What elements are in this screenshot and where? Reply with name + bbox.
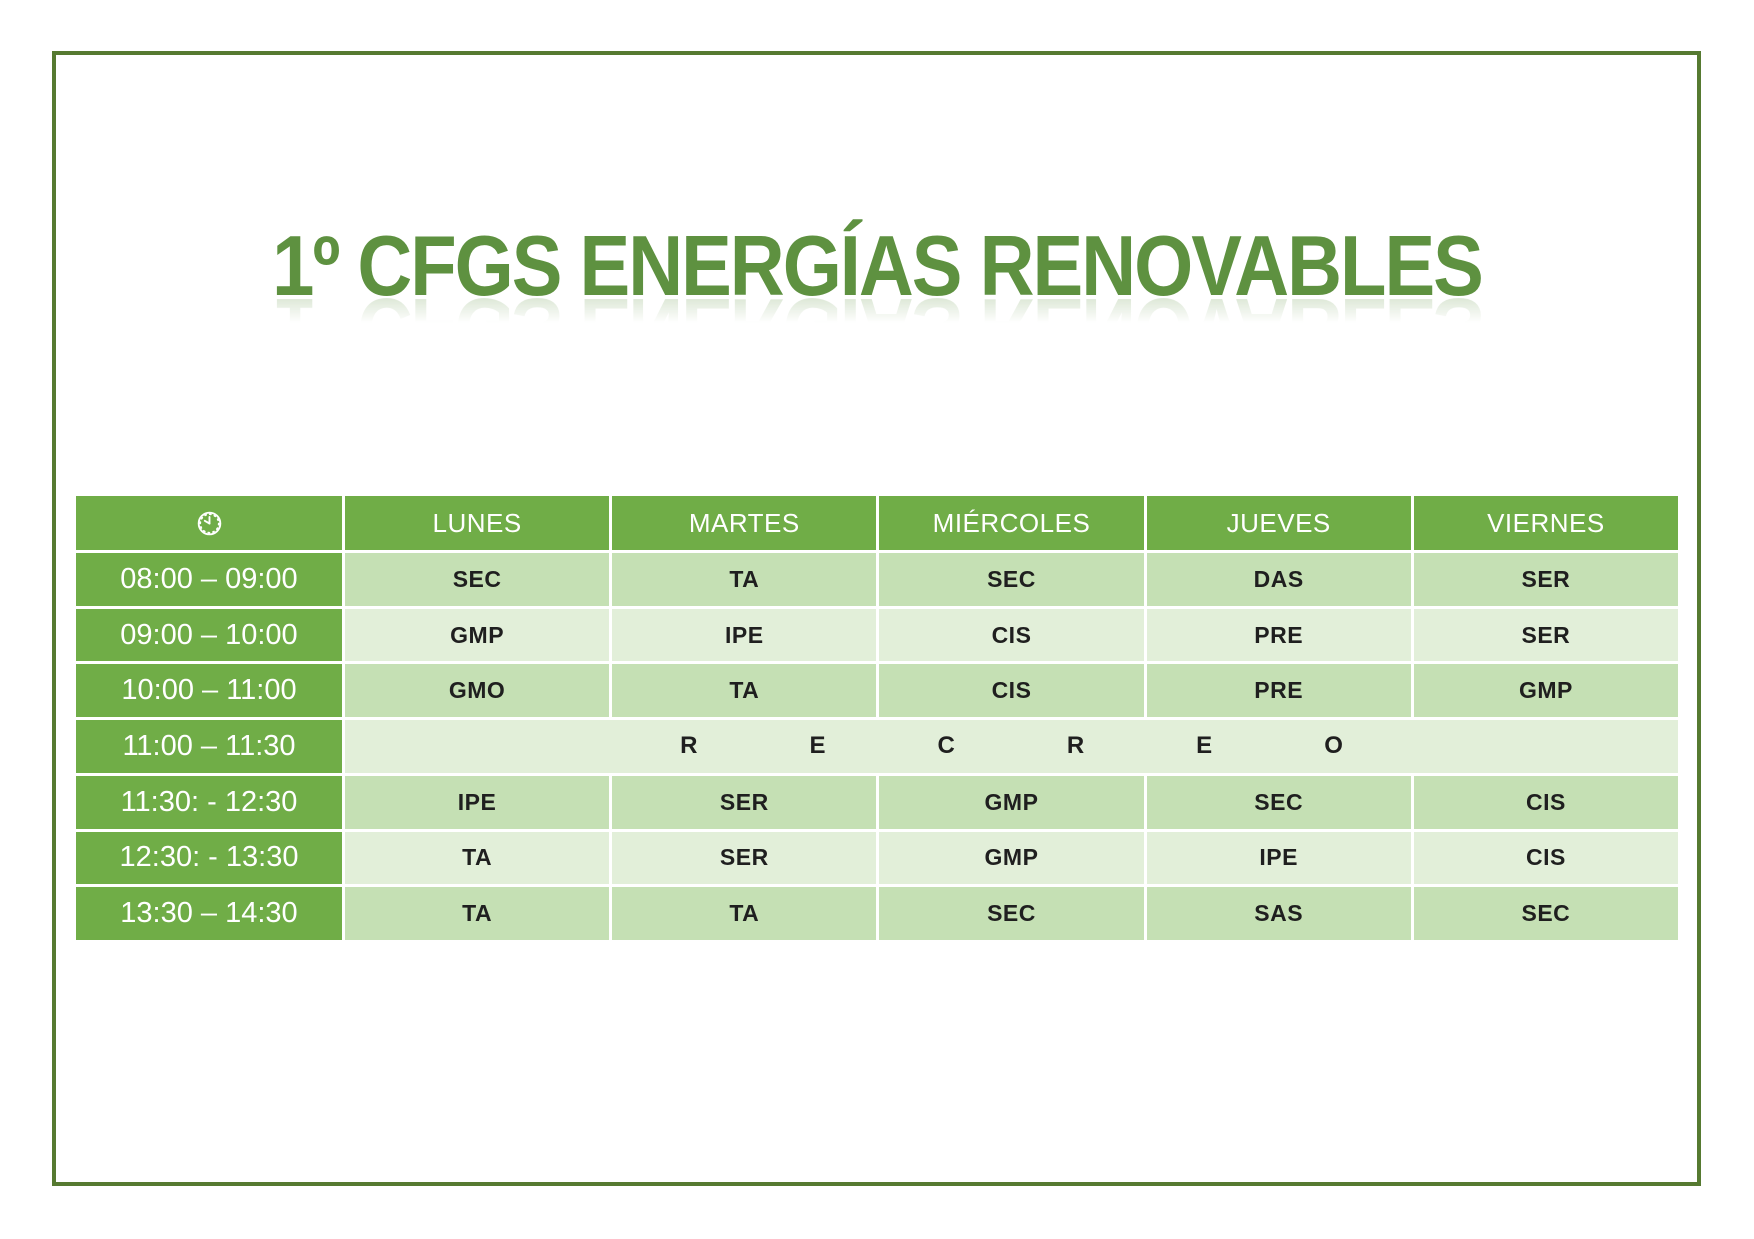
schedule-cell: SEC xyxy=(345,553,610,606)
schedule-cell: IPE xyxy=(345,775,610,829)
schedule-cell: IPE xyxy=(612,608,877,662)
schedule-cell: SER xyxy=(1413,553,1678,606)
recreo-letter: R xyxy=(1066,732,1085,760)
time-cell: 11:30: - 12:30 xyxy=(76,775,342,829)
schedule-table: LUNES MARTES MIÉRCOLES JUEVES VIERNES 08:00 –… xyxy=(76,496,1678,940)
schedule-cell: CIS xyxy=(879,664,1144,718)
schedule-cell: SEC xyxy=(879,887,1144,940)
time-cell: 09:00 – 10:00 xyxy=(76,608,342,662)
day-header: VIERNES xyxy=(1413,496,1678,550)
schedule-cell: SEC xyxy=(1413,887,1678,940)
schedule-cell: PRE xyxy=(1146,664,1411,718)
schedule-cell: GMP xyxy=(345,608,610,662)
schedule-cell: SER xyxy=(612,775,877,829)
recreo-letter: E xyxy=(809,732,826,760)
recreo-letter: R xyxy=(680,732,698,760)
schedule-cell: CIS xyxy=(879,608,1144,662)
day-header: MIÉRCOLES xyxy=(879,496,1144,550)
schedule-cell: PRE xyxy=(1146,608,1411,662)
schedule-cell: GMP xyxy=(879,831,1144,885)
schedule-cell: CIS xyxy=(1413,775,1678,829)
schedule-cell: TA xyxy=(612,887,877,940)
schedule-cell: TA xyxy=(612,553,877,606)
recreo-letter: O xyxy=(1324,732,1343,760)
schedule-cell: SER xyxy=(612,831,877,885)
schedule-cell: GMP xyxy=(1413,664,1678,718)
time-cell: 08:00 – 09:00 xyxy=(76,553,342,606)
page-title: 1º CFGS ENERGÍAS RENOVABLES xyxy=(272,218,1484,314)
title-area: 1º CFGS ENERGÍAS RENOVABLES xyxy=(0,222,1754,311)
recreo-letter: E xyxy=(1196,732,1213,760)
time-cell: 12:30: - 13:30 xyxy=(76,831,342,885)
schedule-cell: SEC xyxy=(879,553,1144,606)
recreo-letter: C xyxy=(937,732,955,760)
time-cell: 10:00 – 11:00 xyxy=(76,664,342,718)
day-header: MARTES xyxy=(612,496,877,550)
schedule-cell: TA xyxy=(345,831,610,885)
schedule-cell: DAS xyxy=(1146,553,1411,606)
schedule-cell: GMO xyxy=(345,664,610,718)
page-border xyxy=(52,51,1701,1186)
time-cell: 13:30 – 14:30 xyxy=(76,887,342,940)
day-header: JUEVES xyxy=(1146,496,1411,550)
time-cell: 11:00 – 11:30 xyxy=(76,720,342,773)
day-header: LUNES xyxy=(345,496,610,550)
time-column-header xyxy=(76,496,342,550)
schedule-cell: SEC xyxy=(1146,775,1411,829)
schedule-cell: TA xyxy=(345,887,610,940)
schedule-cell: TA xyxy=(612,664,877,718)
schedule-cell: IPE xyxy=(1146,831,1411,885)
schedule-cell: GMP xyxy=(879,775,1144,829)
schedule-cell: CIS xyxy=(1413,831,1678,885)
clock-icon xyxy=(197,511,221,535)
schedule-cell: SER xyxy=(1413,608,1678,662)
schedule-cell: SAS xyxy=(1146,887,1411,940)
